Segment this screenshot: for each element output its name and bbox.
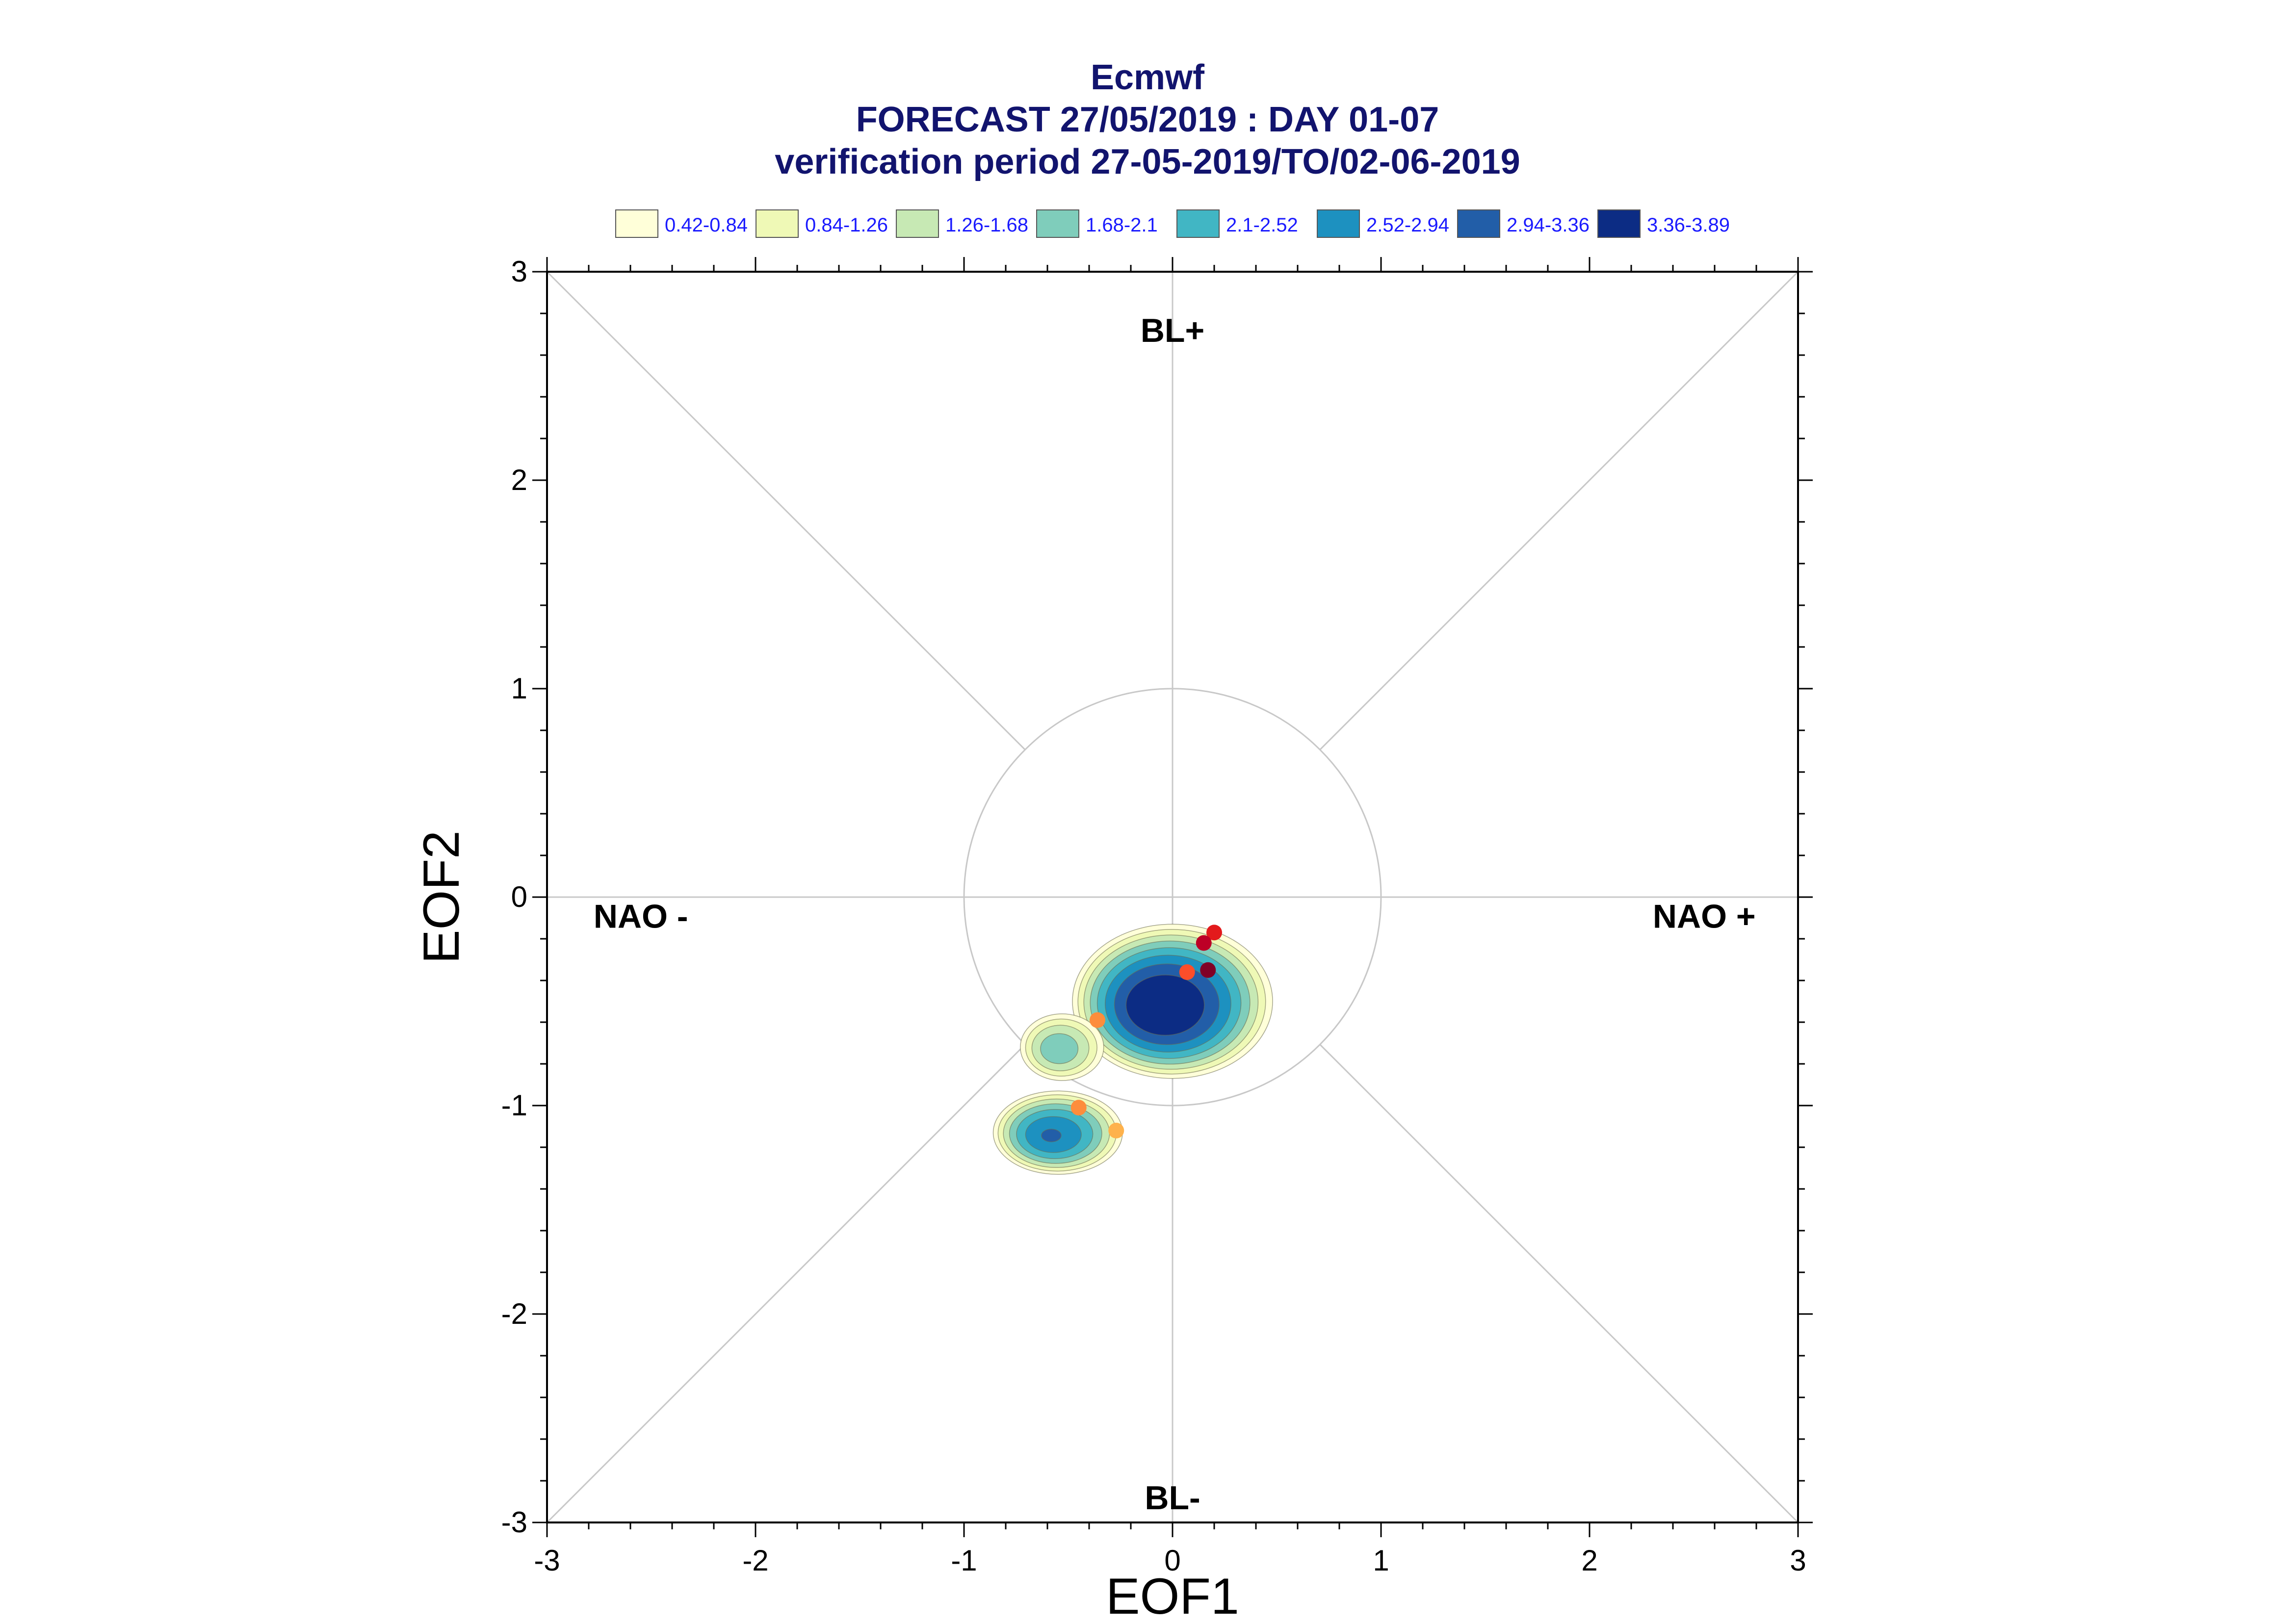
legend-swatch (1176, 209, 1220, 238)
y-tick-label: 1 (511, 672, 527, 705)
legend-label: 2.52-2.94 (1366, 214, 1449, 236)
x-tick-label: 0 (1164, 1544, 1180, 1577)
x-tick-label: 1 (1373, 1544, 1389, 1577)
density-contour (1040, 1033, 1079, 1064)
data-point (1179, 964, 1195, 980)
data-point (1090, 1012, 1105, 1028)
legend-swatch (1036, 209, 1079, 238)
density-contours (992, 924, 1273, 1175)
regime-label: NAO - (594, 898, 688, 935)
data-point (1200, 962, 1216, 978)
data-point (1196, 935, 1212, 951)
legend-swatch (756, 209, 799, 238)
y-tick-label: 2 (511, 464, 527, 496)
regime-label: NAO + (1653, 898, 1756, 935)
legend: 0.42-0.84 0.84-1.26 1.26-1.68 1.68-2.1 2.1-2… (615, 209, 1730, 238)
legend-swatch (615, 209, 658, 238)
legend-label: 1.68-2.1 (1086, 214, 1158, 236)
reference-circle (963, 688, 1382, 1107)
legend-label: 1.26-1.68 (945, 214, 1028, 236)
x-axis-title: EOF1 (1106, 1568, 1239, 1624)
diagonal-guide (1319, 1044, 1799, 1523)
legend-swatch (896, 209, 939, 238)
legend-label: 3.36-3.89 (1647, 214, 1730, 236)
legend-swatch (1317, 209, 1360, 238)
density-contour (1041, 1129, 1062, 1142)
y-tick-label: -3 (501, 1506, 527, 1539)
x-tick-label: -2 (742, 1544, 768, 1577)
y-tick-label: -1 (501, 1089, 527, 1122)
diagonal-guide (1319, 271, 1799, 750)
diagonal-guide (546, 271, 1026, 750)
regime-labels: BL+ BL- NAO - NAO + (594, 312, 1756, 1517)
y-tick-label: 0 (511, 880, 527, 913)
guide-lines (546, 271, 1799, 1523)
y-tick-label: 3 (511, 255, 527, 288)
x-tick-label: -3 (534, 1544, 560, 1577)
x-tick-label: 2 (1581, 1544, 1597, 1577)
x-tick-label: 3 (1790, 1544, 1806, 1577)
legend-label: 0.42-0.84 (665, 214, 748, 236)
legend-label: 2.1-2.52 (1226, 214, 1298, 236)
chart-title: Ecmwf (1091, 58, 1205, 97)
regime-label: BL+ (1141, 312, 1204, 349)
legend-swatch (1597, 209, 1641, 238)
x-tick-label: -1 (951, 1544, 977, 1577)
y-tick-label: -2 (501, 1297, 527, 1330)
data-point (1108, 1123, 1124, 1138)
density-contour (1125, 974, 1205, 1036)
data-points (1070, 925, 1222, 1138)
chart-subtitle: FORECAST 27/05/2019 : DAY 01-07 (856, 100, 1439, 139)
legend-label: 0.84-1.26 (805, 214, 888, 236)
data-point (1070, 1100, 1087, 1116)
diagonal-guide (546, 1044, 1026, 1523)
y-axis-title: EOF2 (413, 830, 470, 964)
legend-label: 2.94-3.36 (1507, 214, 1590, 236)
axes: -3 -2 -1 0 1 2 3 -3 -2 -1 0 1 2 3 (501, 255, 1813, 1577)
data-point (1206, 925, 1222, 941)
chart-subtitle-2: verification period 27-05-2019/TO/02-06-… (775, 142, 1520, 181)
legend-swatch (1457, 209, 1500, 238)
regime-label: BL- (1145, 1479, 1200, 1517)
